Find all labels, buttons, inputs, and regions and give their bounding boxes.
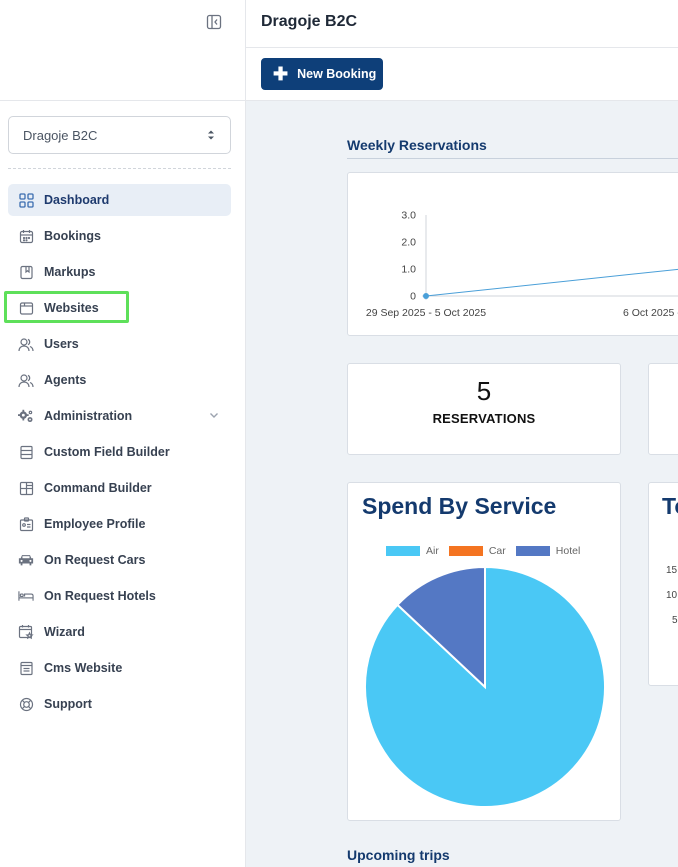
series-line xyxy=(425,268,678,297)
sidebar-item-users[interactable]: Users xyxy=(8,328,231,360)
wizard-icon xyxy=(18,624,34,640)
gears-icon xyxy=(18,408,34,424)
y-tick-label: 2.0 xyxy=(401,237,416,249)
sidebar-header xyxy=(0,0,245,101)
grid-icon xyxy=(18,192,34,208)
sidebar-item-label: Command Builder xyxy=(44,481,152,495)
sidebar-item-label: Markups xyxy=(44,265,96,279)
sidebar-item-label: Users xyxy=(44,337,79,351)
legend-label: Car xyxy=(488,545,506,557)
organization-select-value: Dragoje B2C xyxy=(23,127,98,143)
reservations-label: RESERVATIONS xyxy=(432,411,536,426)
y-tick-label: 0 xyxy=(410,291,416,303)
y-tick-label: 5 xyxy=(672,615,678,626)
y-tick-label: 15 xyxy=(666,565,678,576)
sidebar-item-cms-website[interactable]: Cms Website xyxy=(8,652,231,684)
upcoming-trips-title: Upcoming trips xyxy=(347,847,450,863)
lifebuoy-icon xyxy=(18,696,34,712)
layout-icon xyxy=(18,480,34,496)
sidebar-item-label: Cms Website xyxy=(44,661,123,675)
agents-icon xyxy=(18,372,34,388)
spend-by-service-title: Spend By Service xyxy=(362,493,557,519)
organization-select[interactable]: Dragoje B2C xyxy=(8,116,231,154)
x-tick-label: 29 Sep 2025 - 5 Oct 2025 xyxy=(366,307,486,319)
chevron-down-icon xyxy=(210,413,218,418)
legend-swatch xyxy=(448,546,483,556)
calendar-icon xyxy=(18,228,34,244)
top-header: Dragoje B2C xyxy=(246,0,678,48)
sidebar-item-markups[interactable]: Markups xyxy=(8,256,231,288)
x-tick-label: 6 Oct 2025 - xyxy=(623,307,678,319)
legend-item-hotel[interactable]: Hotel xyxy=(515,545,581,557)
sidebar-item-label: Support xyxy=(44,697,92,711)
legend-label: Air xyxy=(426,545,439,557)
sidebar-item-websites[interactable]: Websites xyxy=(8,292,231,324)
bed-icon xyxy=(18,588,34,604)
page-title: Dragoje B2C xyxy=(261,13,358,30)
sidebar-item-label: On Request Hotels xyxy=(44,589,156,603)
reservations-stat-card: 5 RESERVATIONS xyxy=(347,363,621,455)
sidebar-item-label: Bookings xyxy=(44,229,101,243)
sidebar-item-agents[interactable]: Agents xyxy=(8,364,231,396)
sidebar-item-label: Employee Profile xyxy=(44,517,146,531)
legend-label: Hotel xyxy=(555,545,581,557)
sidebar-item-command-builder[interactable]: Command Builder xyxy=(8,472,231,504)
sidebar-item-label: Agents xyxy=(44,373,87,387)
divider xyxy=(8,168,231,169)
y-tick-label: 10 xyxy=(666,590,678,601)
sidebar-item-administration[interactable]: Administration xyxy=(8,400,231,432)
bookmark-icon xyxy=(18,264,34,280)
y-tick-label: 1.0 xyxy=(401,264,416,276)
dashboard-main: Weekly Reservations 3.0 2.0 1.0 0 29 Sep 202… xyxy=(246,101,678,867)
sidebar-item-label: On Request Cars xyxy=(44,553,146,567)
sidebar-nav: Dashboard Bookings Markups Websites User… xyxy=(8,184,231,724)
sidebar-item-label: Dashboard xyxy=(44,193,110,207)
list-icon xyxy=(18,444,34,460)
pie-slice-air xyxy=(364,565,606,808)
y-tick-label: 3.0 xyxy=(401,210,416,222)
sidebar-item-custom-field-builder[interactable]: Custom Field Builder xyxy=(8,436,231,468)
legend-swatch xyxy=(515,546,550,556)
section-underline xyxy=(347,158,678,159)
sidebar-item-label: Administration xyxy=(44,409,133,423)
car-icon xyxy=(18,552,34,568)
legend-swatch xyxy=(386,546,420,556)
reservations-count: 5 xyxy=(476,376,492,406)
weekly-reservations-chart-card: 3.0 2.0 1.0 0 29 Sep 2025 - 5 Oct 2025 6 Oct … xyxy=(347,172,678,336)
sort-arrows-icon xyxy=(208,130,214,140)
sidebar: Dragoje B2C Dashboard Bookings Markups xyxy=(0,0,246,867)
sidebar-item-label: Websites xyxy=(44,301,99,315)
sidebar-item-support[interactable]: Support xyxy=(8,688,231,720)
legend-item-air[interactable]: Air xyxy=(386,545,439,557)
sidebar-item-on-request-hotels[interactable]: On Request Hotels xyxy=(8,580,231,612)
data-point xyxy=(423,293,429,299)
sidebar-item-on-request-cars[interactable]: On Request Cars xyxy=(8,544,231,576)
sidebar-item-employee-profile[interactable]: Employee Profile xyxy=(8,508,231,540)
spend-by-service-card: Spend By Service Air Car Hotel xyxy=(347,482,621,821)
legend-item-car[interactable]: Car xyxy=(448,545,506,557)
toolbar: ✚ New Booking xyxy=(246,48,678,101)
sidebar-item-wizard[interactable]: Wizard xyxy=(8,616,231,648)
weekly-reservations-title: Weekly Reservations xyxy=(347,137,487,153)
sidebar-item-label: Custom Field Builder xyxy=(44,445,170,459)
id-card-icon xyxy=(18,516,34,532)
second-chart-title: To xyxy=(662,493,678,519)
new-booking-label: New Booking xyxy=(297,67,377,81)
pie-legend: Air Car Hotel xyxy=(386,545,590,557)
sidebar-collapse-icon[interactable] xyxy=(206,14,222,30)
plus-icon: ✚ xyxy=(273,64,289,84)
weekly-reservations-chart: 3.0 2.0 1.0 0 29 Sep 2025 - 5 Oct 2025 6 Oct … xyxy=(366,210,678,319)
pie-slice-hotel xyxy=(396,565,486,690)
second-chart-card: To 15 10 5 xyxy=(648,482,678,686)
sidebar-item-dashboard[interactable]: Dashboard xyxy=(8,184,231,216)
second-stat-card xyxy=(648,363,678,455)
sidebar-item-bookings[interactable]: Bookings xyxy=(8,220,231,252)
new-booking-button[interactable]: ✚ New Booking xyxy=(261,58,383,90)
sidebar-item-label: Wizard xyxy=(44,625,85,639)
spend-by-service-pie xyxy=(364,565,606,808)
users-icon xyxy=(18,336,34,352)
browser-icon xyxy=(18,300,34,316)
document-icon xyxy=(18,660,34,676)
